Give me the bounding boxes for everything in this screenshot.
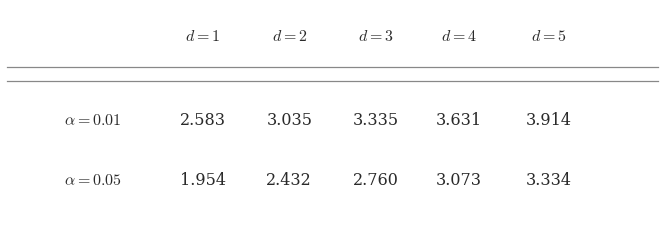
Text: 2.760: 2.760 <box>353 171 398 188</box>
Text: $d = 1$: $d = 1$ <box>186 28 220 45</box>
Text: 3.073: 3.073 <box>436 171 482 188</box>
Text: $d = 5$: $d = 5$ <box>531 28 567 45</box>
Text: $d = 4$: $d = 4$ <box>441 28 477 45</box>
Text: 2.583: 2.583 <box>180 112 226 129</box>
Text: 2.432: 2.432 <box>267 171 312 188</box>
Text: $\alpha = 0.05$: $\alpha = 0.05$ <box>65 171 122 188</box>
Text: $d = 2$: $d = 2$ <box>271 28 307 45</box>
Text: 3.335: 3.335 <box>352 112 399 129</box>
Text: 3.914: 3.914 <box>525 112 572 129</box>
Text: 1.954: 1.954 <box>180 171 226 188</box>
Text: 3.334: 3.334 <box>525 171 572 188</box>
Text: 3.035: 3.035 <box>266 112 313 129</box>
Text: $\alpha = 0.01$: $\alpha = 0.01$ <box>65 112 122 129</box>
Text: $d = 3$: $d = 3$ <box>358 28 394 45</box>
Text: 3.631: 3.631 <box>436 112 482 129</box>
